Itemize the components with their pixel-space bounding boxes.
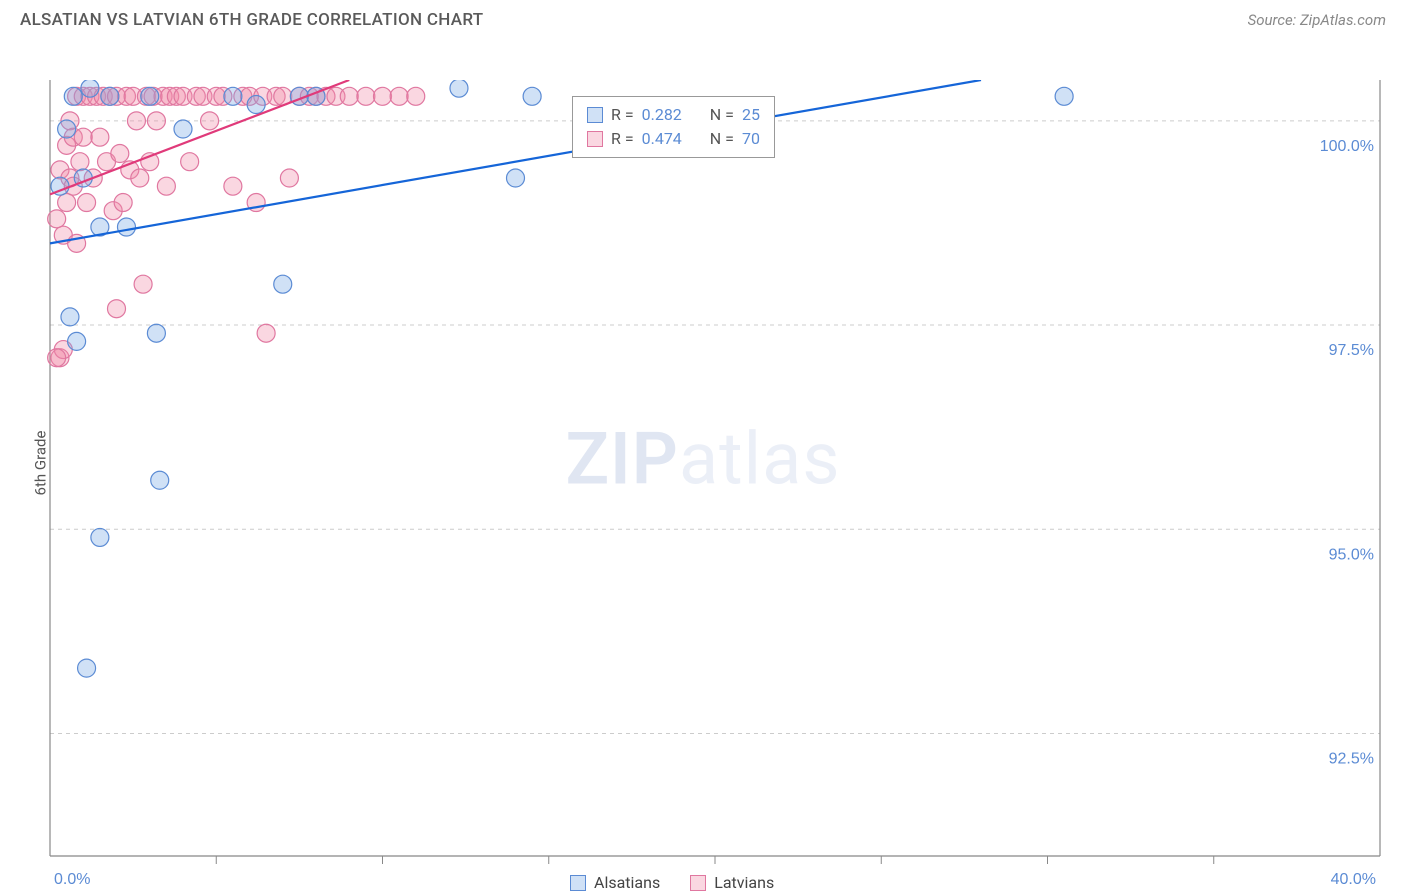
legend-row: R =0.282N =25 xyxy=(587,103,760,127)
chart-area: 6th Grade ZIPatlas 92.5%95.0%97.5%100.0%… xyxy=(0,38,1406,888)
svg-text:92.5%: 92.5% xyxy=(1329,750,1374,767)
legend-item: Latvians xyxy=(690,873,774,892)
y-axis-label: 6th Grade xyxy=(31,431,49,496)
svg-text:97.5%: 97.5% xyxy=(1329,342,1374,359)
chart-title: ALSATIAN VS LATVIAN 6TH GRADE CORRELATIO… xyxy=(20,10,483,30)
svg-text:0.0%: 0.0% xyxy=(54,871,90,888)
series-legend: Alsatians Latvians xyxy=(570,873,774,892)
chart-source: Source: ZipAtlas.com xyxy=(1248,11,1386,29)
correlation-legend: R =0.282N =25R =0.474N =70 xyxy=(572,96,775,158)
svg-text:40.0%: 40.0% xyxy=(1331,871,1376,888)
chart-header: ALSATIAN VS LATVIAN 6TH GRADE CORRELATIO… xyxy=(0,0,1406,38)
svg-text:100.0%: 100.0% xyxy=(1320,138,1374,155)
svg-text:95.0%: 95.0% xyxy=(1329,546,1374,563)
scatter-plot-svg: 92.5% 95.0% 97.5% 100.0% 0.0% 40.0% xyxy=(0,38,1406,888)
legend-row: R =0.474N =70 xyxy=(587,127,760,151)
legend-item: Alsatians xyxy=(570,873,660,892)
